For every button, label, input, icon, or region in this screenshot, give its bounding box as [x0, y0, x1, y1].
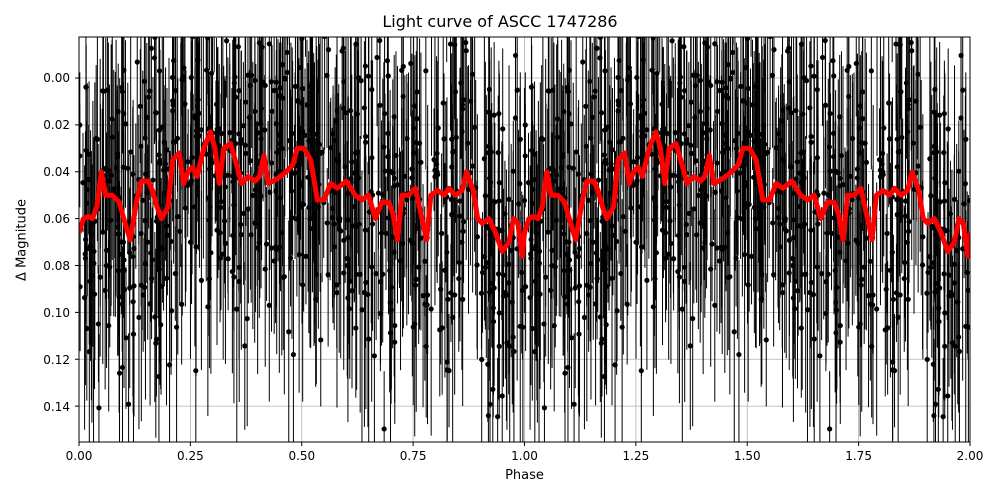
y-tick-label: 0.14	[43, 400, 70, 414]
x-tick-label: 1.00	[511, 449, 538, 463]
observation-points	[79, 37, 970, 442]
x-tick-label: 2.00	[956, 449, 984, 463]
model-curve	[79, 129, 970, 259]
y-axis-label: Δ Magnitude	[14, 199, 30, 281]
y-tick-label: 0.12	[43, 353, 70, 367]
x-tick-label: 0.50	[288, 449, 316, 463]
x-axis-label: Phase	[505, 468, 544, 483]
y-tick-label: 0.02	[43, 118, 70, 132]
x-tick-label: 0.00	[65, 449, 93, 463]
x-tick-label: 1.25	[622, 449, 650, 463]
x-tick-label: 1.75	[845, 449, 872, 463]
x-tick-label: 1.50	[733, 449, 761, 463]
x-tick-label: 0.75	[399, 449, 427, 463]
y-tick-label: 0.08	[43, 259, 70, 273]
y-tick-label: 0.06	[43, 212, 70, 226]
y-tick-label: 0.00	[43, 71, 70, 85]
y-tick-label: 0.10	[43, 306, 70, 320]
tick-marks	[75, 77, 971, 446]
y-tick-label: 0.04	[43, 165, 70, 179]
chart-title: Light curve of ASCC 1747286	[382, 12, 618, 31]
x-tick-label: 0.25	[177, 449, 204, 463]
